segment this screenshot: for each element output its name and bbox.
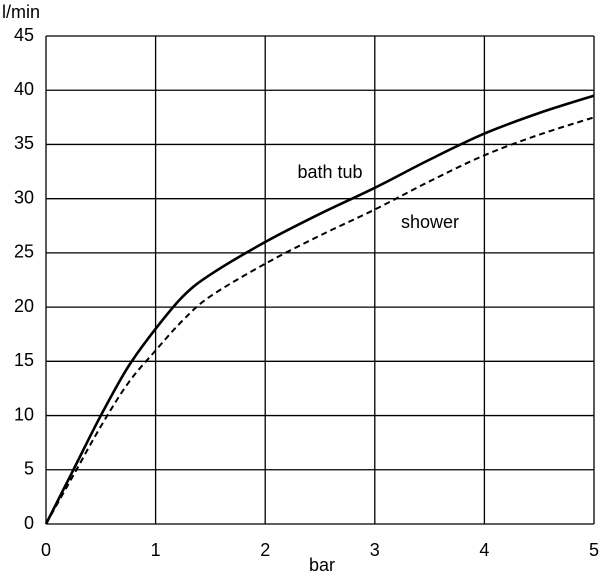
y-tick-label: 35 xyxy=(14,133,34,153)
series-label: shower xyxy=(401,212,459,232)
y-axis-label: l/min xyxy=(2,2,40,22)
x-tick-label: 2 xyxy=(260,540,270,560)
series-line xyxy=(45,116,595,525)
x-tick-label: 1 xyxy=(151,540,161,560)
y-tick-label: 25 xyxy=(14,242,34,262)
x-tick-label: 0 xyxy=(41,540,51,560)
y-tick-label: 45 xyxy=(14,25,34,45)
series-line xyxy=(44,94,595,525)
y-tick-label: 15 xyxy=(14,350,34,370)
y-tick-label: 10 xyxy=(14,404,34,424)
x-tick-label: 3 xyxy=(370,540,380,560)
y-tick-label: 30 xyxy=(14,187,34,207)
y-tick-label: 5 xyxy=(24,459,34,479)
series-label: bath tub xyxy=(297,162,362,182)
x-tick-label: 4 xyxy=(479,540,489,560)
y-tick-label: 40 xyxy=(14,79,34,99)
y-tick-label: 20 xyxy=(14,296,34,316)
x-axis-label: bar xyxy=(309,555,335,575)
y-tick-label: 0 xyxy=(24,513,34,533)
x-tick-label: 5 xyxy=(589,540,599,560)
